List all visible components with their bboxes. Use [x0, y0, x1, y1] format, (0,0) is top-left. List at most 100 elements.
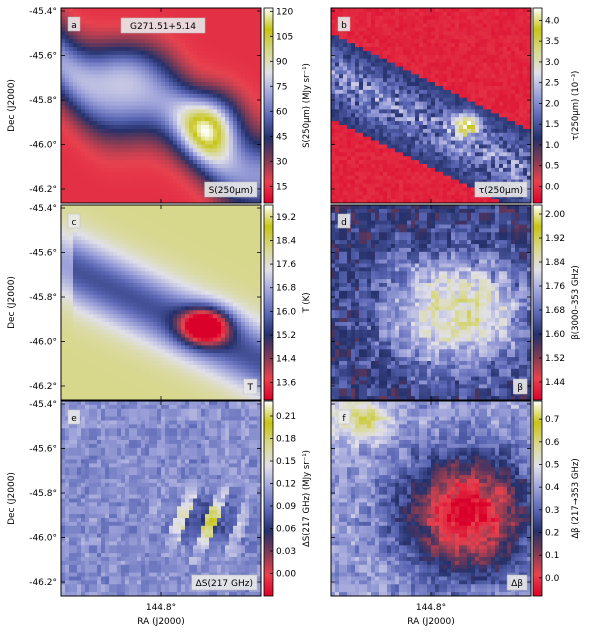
map-panel-e — [61, 401, 261, 596]
colorbar-b — [533, 8, 542, 203]
colorbar-tick-label: 0.21 — [276, 412, 296, 422]
colorbar-tick-label: 1.5 — [545, 120, 559, 130]
panel-quantity-name: β — [517, 383, 523, 393]
map-panel-c — [61, 205, 261, 400]
x-axis-label: RA (J2000) — [137, 617, 185, 627]
colorbar-tick-label: 0.2 — [545, 529, 559, 539]
y-tick-label: -45.8° — [29, 293, 57, 303]
map-cell — [61, 401, 65, 405]
colorbar-tick-label: 60 — [276, 107, 288, 117]
colorbar-tick-label: 1.0 — [545, 141, 560, 151]
map-cell — [331, 205, 335, 209]
colorbar-label: T (K) — [302, 292, 312, 313]
colorbar-tick-label: 2.5 — [545, 79, 559, 89]
colorbar-c — [264, 205, 273, 400]
y-tick-label: -46.0° — [29, 534, 57, 544]
colorbar-tick-label: 1.92 — [545, 234, 565, 244]
x-tick-label: 144.8° — [146, 603, 176, 613]
colorbar-tick-label: 18.4 — [276, 236, 296, 246]
colorbar-tick-label: 0.06 — [276, 525, 296, 535]
y-tick-label: -45.6° — [29, 249, 57, 259]
y-tick-label: -45.8° — [29, 489, 57, 499]
y-tick-label: -46.2° — [29, 185, 57, 195]
map-panel-a — [61, 8, 261, 203]
panel-quantity-name: T — [247, 383, 254, 393]
panel-quantity-name: τ(250μm) — [479, 186, 523, 196]
y-tick-label: -45.6° — [29, 52, 57, 62]
colorbar-tick-label: 1.76 — [545, 282, 565, 292]
x-axis-label: RA (J2000) — [407, 617, 455, 627]
colorbar-tick-label: 15 — [276, 182, 287, 192]
panel-letter: d — [341, 218, 347, 228]
map-cell — [61, 205, 65, 209]
map-cell — [331, 401, 335, 405]
colorbar-tick-label: 0.12 — [276, 480, 296, 490]
colorbar-label: S(250μm) (MJy sr⁻¹) — [302, 63, 312, 148]
colorbar-label: Δβ (217→353 GHz) — [571, 458, 581, 538]
y-tick-label: -46.0° — [29, 141, 57, 151]
colorbar-label: ΔS(217 GHz) (MJy sr⁻¹) — [302, 450, 312, 547]
x-tick-label: 144.8° — [416, 603, 446, 613]
colorbar-tick-label: 2.0 — [545, 99, 560, 109]
colorbar-f — [533, 401, 542, 596]
colorbar-e — [264, 401, 273, 596]
panel-letter: a — [71, 21, 77, 31]
colorbar-tick-label: 0.4 — [545, 483, 560, 493]
colorbar-tick-label: 4.0 — [545, 16, 560, 26]
y-tick-label: -45.6° — [29, 445, 57, 455]
y-tick-label: -46.0° — [29, 338, 57, 348]
panel-quantity-name: ΔS(217 GHz) — [196, 579, 253, 589]
y-tick-label: -45.8° — [29, 96, 57, 106]
y-tick-label: -45.4° — [29, 204, 57, 214]
y-axis-label: Dec (J2000) — [7, 472, 17, 525]
colorbar-label: τ(250μm) (10⁻³) — [571, 71, 581, 141]
y-tick-label: -45.4° — [29, 400, 57, 410]
colorbar-d — [533, 205, 542, 400]
colorbar-tick-label: 105 — [276, 32, 293, 42]
colorbar-tick-label: 1.44 — [545, 378, 565, 388]
colorbar-label: β(3000–353 GHz) — [571, 265, 581, 339]
colorbar-tick-label: 16.0 — [276, 307, 296, 317]
colorbar-tick-label: 19.2 — [276, 213, 296, 223]
map-cell — [331, 8, 335, 12]
map-panel-b — [331, 8, 531, 203]
colorbar-tick-label: 14.4 — [276, 355, 296, 365]
colorbar-a — [264, 8, 273, 203]
colorbar-tick-label: 1.60 — [545, 330, 565, 340]
colorbar-tick-label: 75 — [276, 82, 287, 92]
colorbar-tick-label: 1.84 — [545, 258, 565, 268]
colorbar-tick-label: 15.2 — [276, 331, 296, 341]
colorbar-tick-label: 90 — [276, 57, 288, 67]
colorbar-tick-label: 0.18 — [276, 435, 296, 445]
panel-quantity-name: Δβ — [511, 579, 523, 589]
colorbar-tick-label: 0.15 — [276, 457, 296, 467]
map-panel-d — [331, 205, 531, 400]
colorbar-tick-label: 13.6 — [276, 378, 296, 388]
colorbar-tick-label: 17.6 — [276, 260, 296, 270]
colorbar-tick-label: 0.0 — [545, 574, 560, 584]
colorbar-tick-label: 1.52 — [545, 354, 565, 364]
panel-quantity-name: S(250μm) — [209, 186, 253, 196]
y-tick-label: -45.4° — [29, 7, 57, 17]
colorbar-tick-label: 0.5 — [545, 460, 559, 470]
panel-letter: e — [71, 414, 77, 424]
y-tick-label: -46.2° — [29, 578, 57, 588]
colorbar-tick-label: 0.1 — [545, 551, 559, 561]
y-axis-label: Dec (J2000) — [7, 79, 17, 132]
colorbar-tick-label: 3.5 — [545, 37, 559, 47]
colorbar-tick-label: 0.3 — [545, 506, 559, 516]
panel-letter: c — [72, 218, 77, 228]
colorbar-tick-label: 0.03 — [276, 547, 296, 557]
y-tick-label: -46.2° — [29, 382, 57, 392]
colorbar-tick-label: 3.0 — [545, 58, 560, 68]
colorbar-tick-label: 2.00 — [545, 210, 565, 220]
colorbar-tick-label: 30 — [276, 157, 288, 167]
colorbar-tick-label: 16.8 — [276, 284, 296, 294]
colorbar-tick-label: 0.09 — [276, 502, 296, 512]
colorbar-tick-label: 0.7 — [545, 415, 559, 425]
colorbar-tick-label: 120 — [276, 7, 293, 17]
panel-letter: b — [341, 21, 347, 31]
colorbar-tick-label: 0.00 — [276, 570, 296, 580]
colorbar-tick-label: 1.68 — [545, 306, 565, 316]
